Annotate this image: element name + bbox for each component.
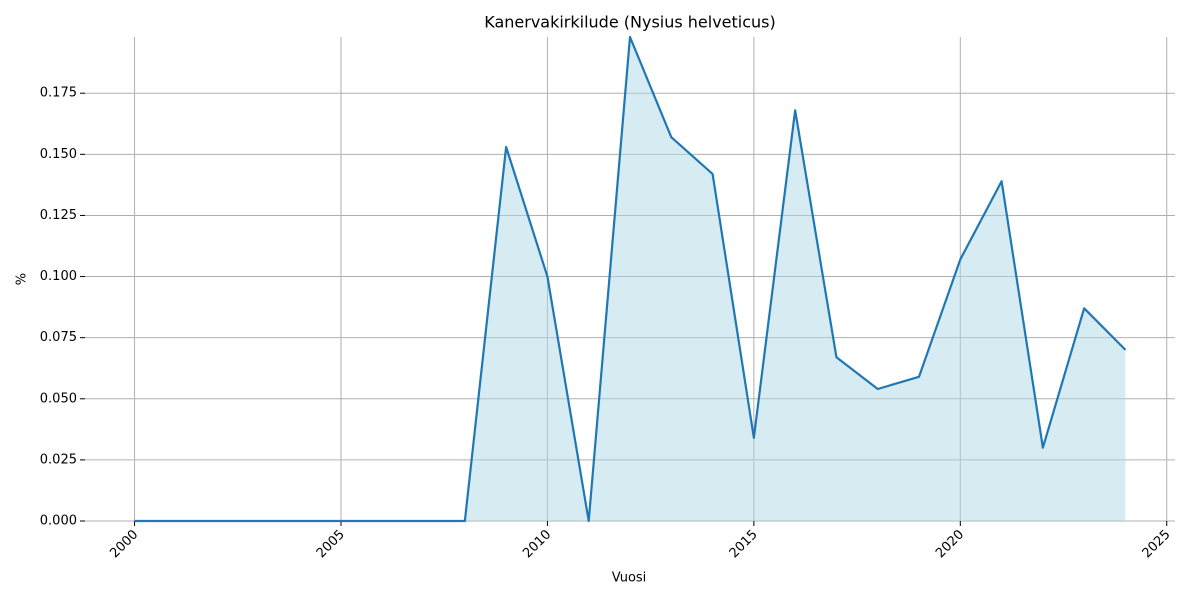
x-tick-label: 2015 <box>727 527 761 561</box>
x-tick-label: 2000 <box>107 527 141 561</box>
y-tick-label: 0.150 <box>40 147 77 162</box>
area-fill <box>134 37 1126 521</box>
y-tick-label: 0.100 <box>40 269 77 284</box>
y-tick-label: 0.000 <box>40 514 77 529</box>
y-tick-label: 0.075 <box>40 330 77 345</box>
chart-title: Kanervakirkilude (Nysius helveticus) <box>484 13 776 32</box>
y-axis-label: % <box>15 273 30 285</box>
x-axis-label: Vuosi <box>612 571 647 586</box>
x-tick-label: 2020 <box>933 527 967 561</box>
y-tick-label: 0.125 <box>40 208 77 223</box>
y-tick-label: 0.050 <box>40 391 77 406</box>
x-tick-label: 2005 <box>314 527 348 561</box>
x-tick-label: 2010 <box>520 527 554 561</box>
y-tick-label: 0.175 <box>40 86 77 101</box>
line <box>134 35 1127 523</box>
y-tick-label: 0.025 <box>40 452 77 467</box>
x-tick-label: 2025 <box>1140 527 1174 561</box>
